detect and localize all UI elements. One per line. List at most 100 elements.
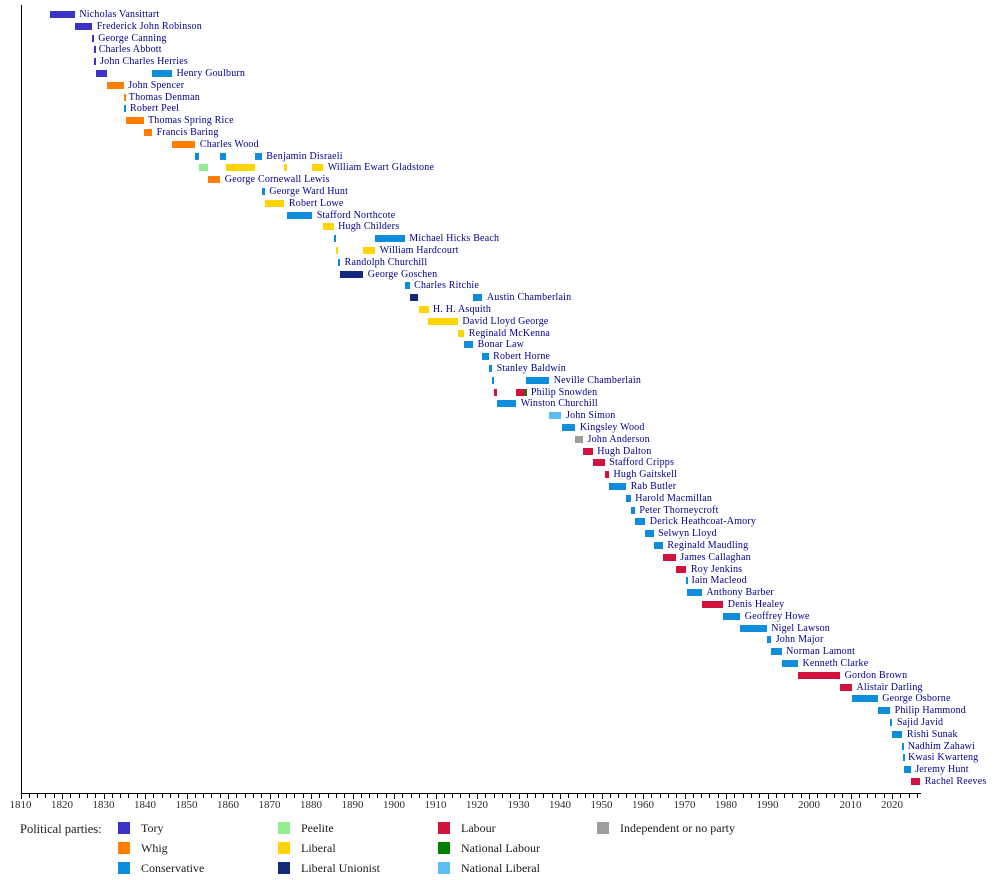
term-bar-liberal [363, 247, 376, 254]
legend-item-label: Liberal [301, 841, 336, 855]
x-axis-minor-tick [784, 794, 786, 798]
legend-item-label: Labour [461, 821, 496, 835]
x-axis-minor-tick [385, 794, 387, 798]
x-axis-minor-tick [111, 794, 113, 798]
x-axis-minor-tick [609, 794, 611, 798]
chancellor-name-label: William Hardcourt [379, 245, 459, 256]
x-axis-major-tick [311, 794, 312, 799]
term-bar-labour [798, 671, 841, 679]
x-axis-major-tick [62, 794, 63, 799]
x-axis-major-tick [20, 794, 22, 799]
x-axis-minor-tick [501, 794, 503, 798]
term-bar-conservative [890, 719, 893, 726]
term-bar-whig [143, 129, 152, 136]
chancellor-name-label: Nigel Lawson [771, 622, 830, 634]
x-axis-minor-tick [136, 794, 138, 798]
x-axis-major-tick [269, 794, 271, 799]
x-axis-minor-tick [709, 794, 711, 798]
x-axis-minor-tick [244, 794, 246, 798]
x-axis-minor-tick [203, 794, 205, 798]
x-axis-minor-tick [759, 794, 761, 798]
chancellor-name-label: Hugh Childers [338, 221, 400, 233]
legend-swatch-labour [438, 822, 450, 834]
term-bar-conservative [497, 400, 517, 408]
chancellor-name-label: Reginald McKenna [468, 327, 551, 339]
term-bar-conservative [482, 353, 489, 361]
x-axis-major-tick [767, 794, 769, 799]
chancellor-name-label: Randolph Churchill [344, 256, 428, 268]
x-axis-tick-label: 1960 [632, 799, 654, 811]
term-bar-liberal [323, 223, 334, 231]
x-axis-minor-tick [800, 794, 802, 798]
term-bar-liberal [284, 164, 287, 172]
x-axis-minor-tick [584, 794, 586, 798]
chancellor-name-label: Nadhim Zahawi [907, 740, 975, 752]
x-axis-minor-tick [667, 794, 669, 798]
x-axis-minor-tick [833, 794, 835, 798]
term-bar-conservative [526, 376, 550, 384]
term-bar-liberal [225, 164, 255, 172]
term-bar-labour [662, 553, 676, 561]
x-axis-minor-tick [95, 794, 97, 798]
x-axis-minor-tick [452, 794, 454, 798]
term-bar-conservative [338, 258, 341, 266]
chancellor-name-label: Hugh Dalton [597, 445, 652, 457]
term-bar-conservative [626, 494, 631, 502]
legend-swatch-peelite [278, 822, 290, 834]
chancellor-name-label: George Goschen [367, 268, 438, 280]
chancellor-name-label: Francis Baring [156, 127, 219, 138]
term-bar-tory [74, 22, 93, 30]
x-axis-minor-tick [45, 794, 47, 798]
x-axis-tick-label: 1980 [715, 799, 737, 811]
x-axis-minor-tick [551, 794, 553, 798]
term-bar-liberal [457, 329, 465, 337]
x-axis-minor-tick [211, 794, 213, 798]
x-axis-line [20, 793, 921, 794]
legend-item-label: Independent or no party [620, 821, 735, 835]
x-axis-minor-tick [219, 794, 221, 798]
term-bar-conservative [687, 589, 702, 597]
term-bar-conservative [152, 70, 172, 77]
y-axis-line [20, 5, 22, 794]
x-axis-major-tick [145, 794, 146, 799]
chancellor-name-label: Neville Chamberlain [553, 374, 642, 386]
chancellor-name-label: Iain Macleod [691, 575, 747, 587]
x-axis-minor-tick [120, 794, 122, 798]
x-axis-minor-tick [410, 794, 412, 798]
chancellor-name-label: Thomas Denman [128, 91, 200, 103]
x-axis-minor-tick [178, 794, 180, 798]
term-bar-tory [49, 11, 75, 18]
term-bar-conservative [903, 754, 906, 762]
x-axis-minor-tick [676, 794, 678, 798]
chancellor-name-label: George Canning [98, 32, 167, 44]
x-axis-tick-label: 1830 [92, 799, 115, 811]
term-bar-conservative [877, 707, 891, 715]
x-axis-minor-tick [194, 794, 196, 798]
chancellor-name-label: Philip Snowden [530, 386, 598, 398]
term-bar-conservative [903, 766, 911, 774]
legend-item-label: Conservative [141, 861, 205, 875]
chancellor-name-label: Bonar Law [477, 339, 525, 351]
legend-swatch-tory [118, 822, 130, 834]
x-axis-minor-tick [153, 794, 155, 798]
legend-swatch-independent [597, 822, 609, 834]
x-axis-minor-tick [535, 794, 537, 798]
chancellor-name-label: Roy Jenkins [690, 563, 743, 575]
chancellor-name-label: Sajid Javid [896, 717, 944, 728]
x-axis-major-tick [726, 794, 727, 799]
x-axis-minor-tick [618, 794, 620, 798]
x-axis-minor-tick [261, 794, 263, 798]
chancellor-name-label: Robert Lowe [288, 197, 344, 209]
x-axis-major-tick [684, 794, 686, 799]
x-axis-minor-tick [867, 794, 869, 798]
x-axis-major-tick [394, 794, 395, 799]
term-bar-conservative [473, 294, 483, 302]
x-axis-tick-label: 2000 [798, 799, 820, 811]
x-axis-minor-tick [78, 794, 80, 798]
x-axis-minor-tick [626, 794, 628, 798]
x-axis-tick-label: 1990 [756, 799, 779, 811]
term-bar-conservative [492, 376, 495, 384]
x-axis-major-tick [228, 794, 229, 799]
term-bar-conservative [404, 282, 410, 290]
